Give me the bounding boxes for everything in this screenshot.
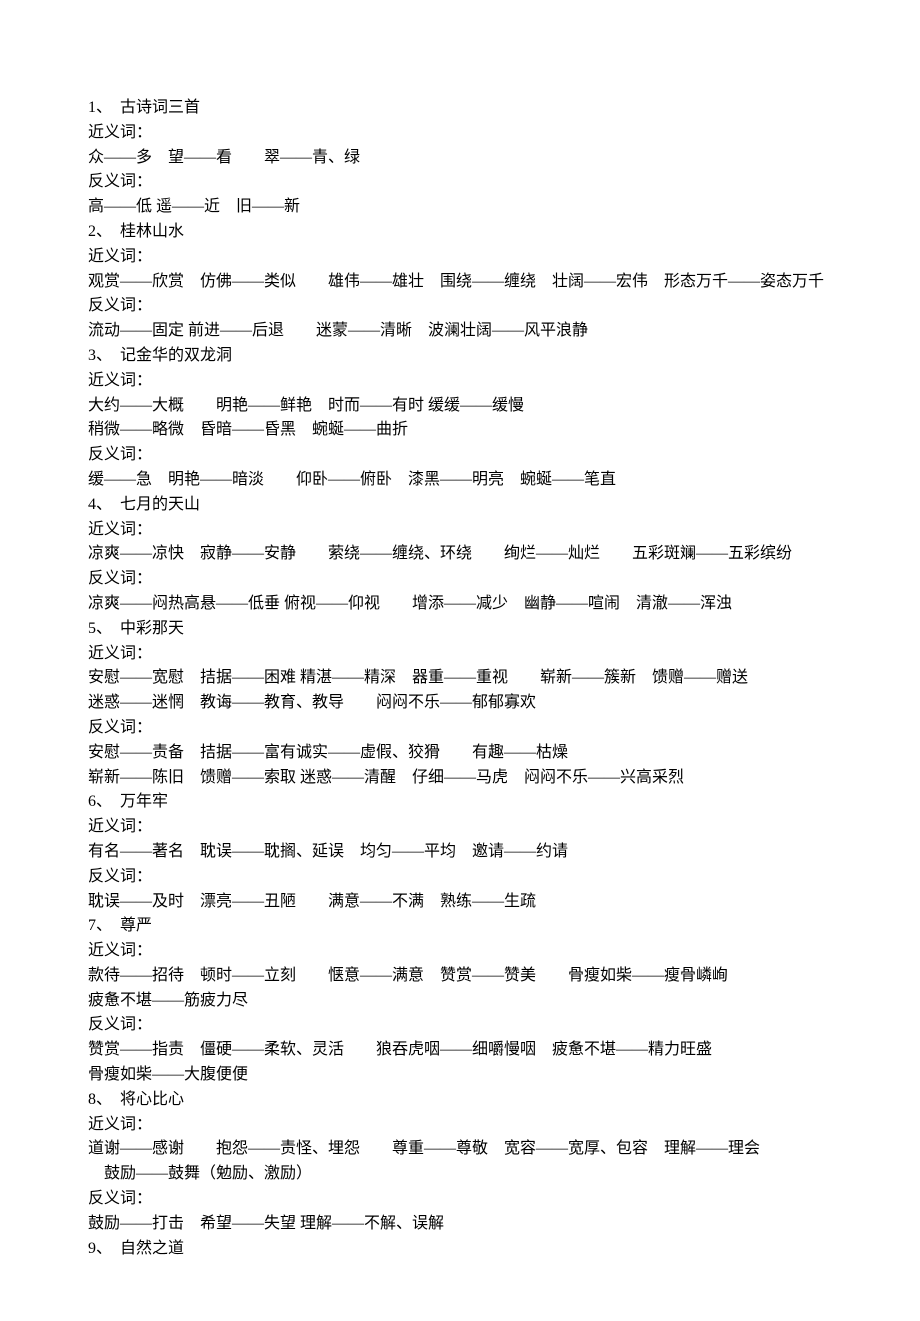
antonym-entry: 鼓励——打击 希望——失望 理解——不解、误解 — [88, 1212, 832, 1237]
antonym-label: 反义词： — [88, 1187, 832, 1212]
antonym-label: 反义词： — [88, 567, 832, 592]
synonym-label: 近义词： — [88, 939, 832, 964]
lesson-title: 4、 七月的天山 — [88, 493, 832, 518]
lesson-name: 自然之道 — [120, 1240, 184, 1257]
antonym-entry: 凉爽——闷热高悬——低垂 俯视——仰视 增添——减少 幽静——喧闹 清澈——浑浊 — [88, 592, 832, 617]
antonym-entry: 骨瘦如柴——大腹便便 — [88, 1063, 832, 1088]
antonym-entry: 耽误——及时 漂亮——丑陋 满意——不满 熟练——生疏 — [88, 890, 832, 915]
lesson-name: 记金华的双龙洞 — [120, 347, 232, 364]
lesson-title: 8、 将心比心 — [88, 1088, 832, 1113]
antonym-label: 反义词： — [88, 443, 832, 468]
antonym-entry: 缓——急 明艳——暗淡 仰卧——俯卧 漆黑——明亮 蜿蜒——笔直 — [88, 468, 832, 493]
antonym-entry: 安慰——责备 拮据——富有诚实——虚假、狡猾 有趣——枯燥 — [88, 741, 832, 766]
lesson-title: 2、 桂林山水 — [88, 220, 832, 245]
synonym-entry: 道谢——感谢 抱怨——责怪、埋怨 尊重——尊敬 宽容——宽厚、包容 理解——理会 — [88, 1137, 832, 1162]
lesson-name: 中彩那天 — [120, 620, 184, 637]
antonym-label: 反义词： — [88, 716, 832, 741]
lesson-number: 5、 — [88, 620, 104, 637]
lesson-number: 3、 — [88, 347, 104, 364]
synonym-label: 近义词： — [88, 1113, 832, 1138]
synonym-entry: 鼓励——鼓舞（勉励、激励） — [88, 1162, 832, 1187]
antonym-label: 反义词： — [88, 1013, 832, 1038]
synonym-label: 近义词： — [88, 642, 832, 667]
synonym-entry: 疲惫不堪——筋疲力尽 — [88, 989, 832, 1014]
lesson-number: 1、 — [88, 99, 104, 116]
antonym-label: 反义词： — [88, 865, 832, 890]
document-page: 1、 古诗词三首近义词：众——多 望——看 翠——青、绿反义词：高——低 遥——… — [0, 0, 920, 1321]
lesson-title: 5、 中彩那天 — [88, 617, 832, 642]
lesson-name: 将心比心 — [120, 1091, 184, 1108]
synonym-entry: 迷惑——迷惘 教诲——教育、教导 闷闷不乐——郁郁寡欢 — [88, 691, 832, 716]
lesson-number: 7、 — [88, 917, 104, 934]
lesson-title: 9、 自然之道 — [88, 1237, 832, 1262]
lesson-number: 6、 — [88, 793, 104, 810]
lesson-title: 1、 古诗词三首 — [88, 96, 832, 121]
synonym-label: 近义词： — [88, 815, 832, 840]
antonym-label: 反义词： — [88, 294, 832, 319]
lesson-number: 9、 — [88, 1240, 104, 1257]
lesson-name: 桂林山水 — [120, 223, 184, 240]
synonym-label: 近义词： — [88, 121, 832, 146]
synonym-entry: 稍微——略微 昏暗——昏黑 蜿蜒——曲折 — [88, 418, 832, 443]
synonym-entry: 众——多 望——看 翠——青、绿 — [88, 146, 832, 171]
synonym-entry: 观赏——欣赏 仿佛——类似 雄伟——雄壮 围绕——缠绕 壮阔——宏伟 形态万千—… — [88, 270, 832, 295]
lesson-title: 7、 尊严 — [88, 914, 832, 939]
synonym-entry: 款待——招待 顿时——立刻 惬意——满意 赞赏——赞美 骨瘦如柴——瘦骨嶙峋 — [88, 964, 832, 989]
synonym-label: 近义词： — [88, 518, 832, 543]
antonym-entry: 流动——固定 前进——后退 迷蒙——清晰 波澜壮阔——风平浪静 — [88, 319, 832, 344]
synonym-label: 近义词： — [88, 245, 832, 270]
lesson-name: 七月的天山 — [120, 496, 200, 513]
lesson-name: 古诗词三首 — [120, 99, 200, 116]
lesson-number: 4、 — [88, 496, 104, 513]
lesson-title: 3、 记金华的双龙洞 — [88, 344, 832, 369]
lesson-title: 6、 万年牢 — [88, 790, 832, 815]
synonym-entry: 大约——大概 明艳——鲜艳 时而——有时 缓缓——缓慢 — [88, 394, 832, 419]
synonym-label: 近义词： — [88, 369, 832, 394]
lesson-name: 尊严 — [120, 917, 152, 934]
lesson-number: 8、 — [88, 1091, 104, 1108]
synonym-entry: 安慰——宽慰 拮据——困难 精湛——精深 器重——重视 崭新——簇新 馈赠——赠… — [88, 666, 832, 691]
synonym-entry: 有名——著名 耽误——耽搁、延误 均匀——平均 邀请——约请 — [88, 840, 832, 865]
lesson-name: 万年牢 — [120, 793, 168, 810]
antonym-label: 反义词： — [88, 170, 832, 195]
lesson-number: 2、 — [88, 223, 104, 240]
synonym-entry: 凉爽——凉快 寂静——安静 萦绕——缠绕、环绕 绚烂——灿烂 五彩斑斓——五彩缤… — [88, 542, 832, 567]
antonym-entry: 赞赏——指责 僵硬——柔软、灵活 狼吞虎咽——细嚼慢咽 疲惫不堪——精力旺盛 — [88, 1038, 832, 1063]
antonym-entry: 高——低 遥——近 旧——新 — [88, 195, 832, 220]
antonym-entry: 崭新——陈旧 馈赠——索取 迷惑——清醒 仔细——马虎 闷闷不乐——兴高采烈 — [88, 766, 832, 791]
